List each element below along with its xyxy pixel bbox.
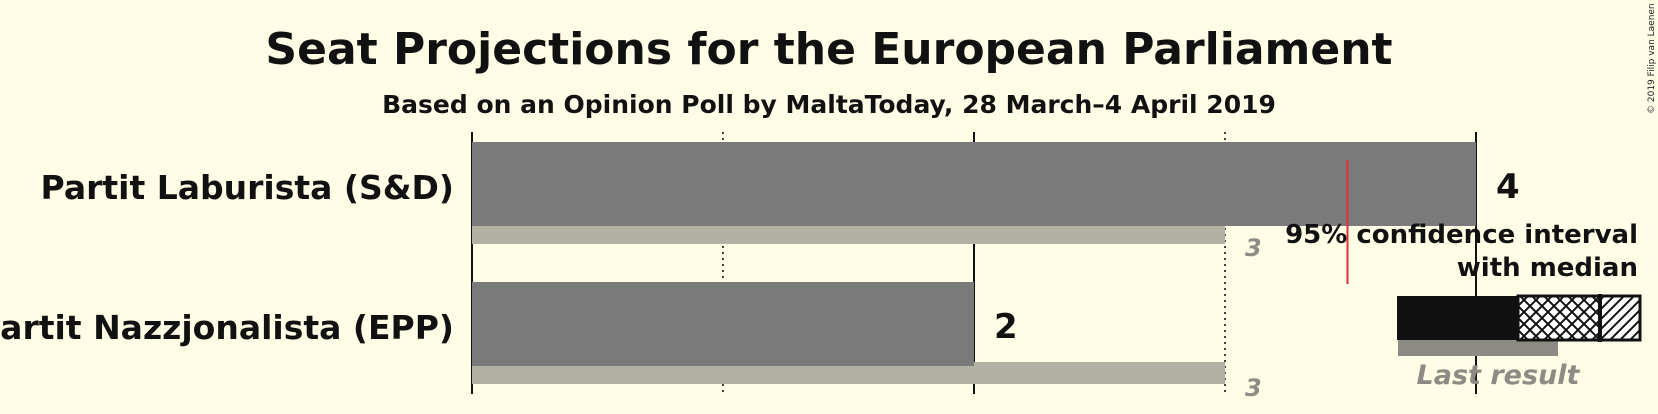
- median-bar: [472, 142, 1476, 226]
- median-value-label: 4: [1496, 167, 1520, 207]
- copyright-text: © 2019 Filip van Laenen: [1647, 3, 1657, 114]
- chart-title: Seat Projections for the European Parlia…: [265, 24, 1392, 75]
- last-result-label: 3: [1245, 234, 1262, 262]
- party-row: Partit Nazzjonalista (EPP) 2 3: [0, 282, 1262, 402]
- legend-ci-crosshatch: [1516, 294, 1602, 342]
- last-result-bar: [472, 362, 1225, 384]
- last-result-bar: [472, 222, 1225, 244]
- legend-last-result-label: Last result: [1417, 360, 1581, 391]
- legend-title-line1: 95% confidence interval: [1285, 220, 1638, 250]
- chart-subtitle: Based on an Opinion Poll by MaltaToday, …: [382, 90, 1276, 119]
- party-label: Partit Laburista (S&D): [41, 168, 454, 207]
- median-bar: [472, 282, 974, 366]
- party-label: Partit Nazzjonalista (EPP): [0, 308, 454, 347]
- last-result-label: 3: [1245, 374, 1262, 402]
- legend-title-line2: with median: [1457, 253, 1638, 283]
- median-value-label: 2: [994, 307, 1018, 347]
- party-row: Partit Laburista (S&D) 4 3: [41, 142, 1520, 262]
- legend-ci-diaghatch: [1598, 294, 1642, 342]
- legend-ci-solid: [1397, 296, 1518, 340]
